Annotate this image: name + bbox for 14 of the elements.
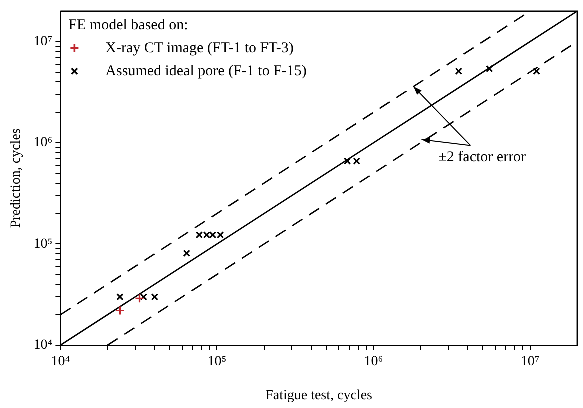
y-tick-label: 10⁴ <box>34 338 53 354</box>
legend-label: Assumed ideal pore (F-1 to F-15) <box>106 63 307 80</box>
x-tick-label: 10⁶ <box>364 354 384 370</box>
y-axis-title: Prediction, cycles <box>9 128 24 228</box>
legend-title: FE model based on: <box>68 17 188 34</box>
y-tick-label: 10⁶ <box>34 136 53 151</box>
legend-label: X-ray CT image (FT-1 to FT-3) <box>106 40 294 56</box>
y-tick-label: 10⁵ <box>34 236 53 252</box>
x-axis-title: Fatigue test, cycles <box>266 388 372 404</box>
x-tick-label: 10⁷ <box>520 354 540 370</box>
x-tick-label: 10⁵ <box>208 354 227 370</box>
x-tick-label: 10⁴ <box>51 354 70 370</box>
y-tick-label: 10⁷ <box>34 34 53 50</box>
annotation: ±2 factor error <box>438 150 526 166</box>
